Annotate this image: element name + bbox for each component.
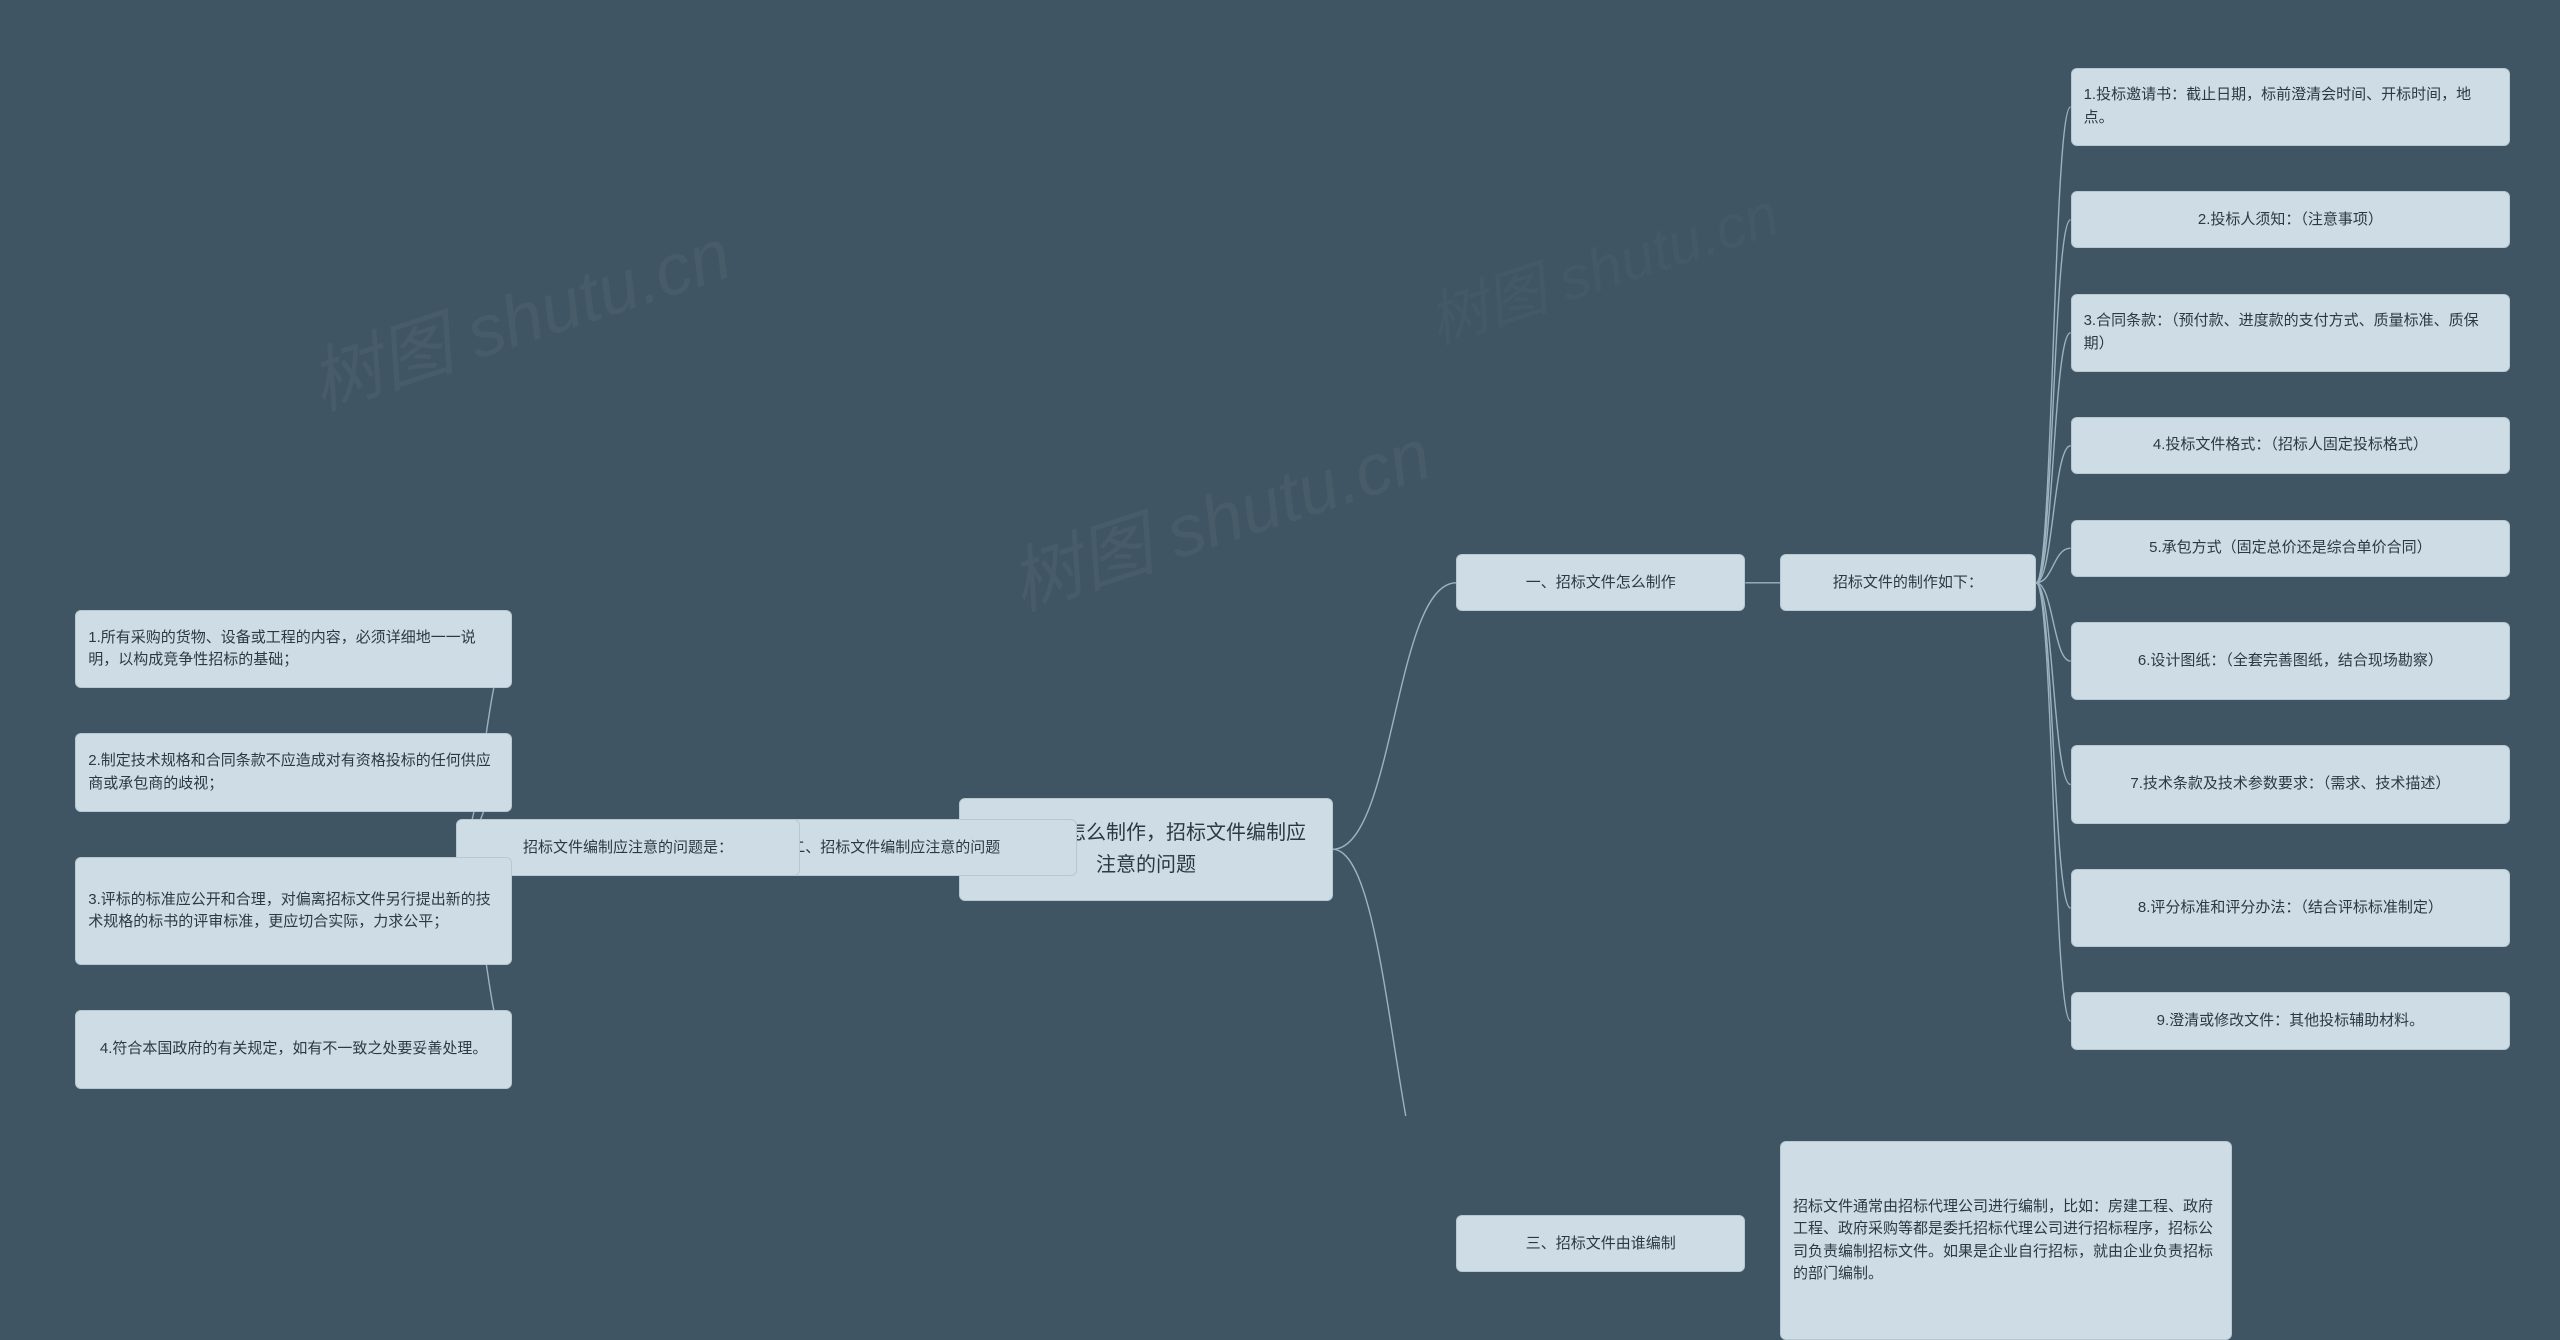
leaf-node: 6.设计图纸：（全套完善图纸，结合现场勘察） [2071, 622, 2511, 700]
leaf-node: 3.评标的标准应公开和合理，对偏离招标文件另行提出新的技术规格的标书的评审标准，… [75, 857, 512, 965]
watermark: 树图 shutu.cn [294, 195, 741, 430]
leaf-node: 4.符合本国政府的有关规定，如有不一致之处要妥善处理。 [75, 1010, 512, 1088]
leaf-node: 2.制定技术规格和合同条款不应造成对有资格投标的任何供应商或承包商的歧视； [75, 733, 512, 811]
leaf-node: 7.技术条款及技术参数要求：（需求、技术描述） [2071, 745, 2511, 823]
leaf-node: 8.评分标准和评分办法：（结合评标标准制定） [2071, 869, 2511, 947]
leaf-node: 2.投标人须知：（注意事项） [2071, 191, 2511, 248]
watermark: 树图 shutu.cn [994, 395, 1441, 630]
branch-node: 三、招标文件由谁编制 [1456, 1215, 1745, 1272]
leaf-node: 5.承包方式（固定总价还是综合单价合同） [2071, 520, 2511, 577]
leaf-node: 9.澄清或修改文件：其他投标辅助材料。 [2071, 992, 2511, 1049]
branch-node: 一、招标文件怎么制作 [1456, 554, 1745, 611]
leaf-node: 1.投标邀请书：截止日期，标前澄清会时间、开标时间，地点。 [2071, 68, 2511, 146]
leaf-node: 招标文件通常由招标代理公司进行编制，比如：房建工程、政府工程、政府采购等都是委托… [1780, 1141, 2232, 1340]
leaf-node: 1.所有采购的货物、设备或工程的内容，必须详细地一一说明，以构成竞争性招标的基础… [75, 610, 512, 688]
watermark: 树图 shutu.cn [1415, 166, 1788, 361]
leaf-node: 4.投标文件格式：（招标人固定投标格式） [2071, 417, 2511, 474]
leaf-node: 3.合同条款：（预付款、进度款的支付方式、质量标准、质保期） [2071, 294, 2511, 372]
branch-node: 招标文件的制作如下： [1780, 554, 2036, 611]
